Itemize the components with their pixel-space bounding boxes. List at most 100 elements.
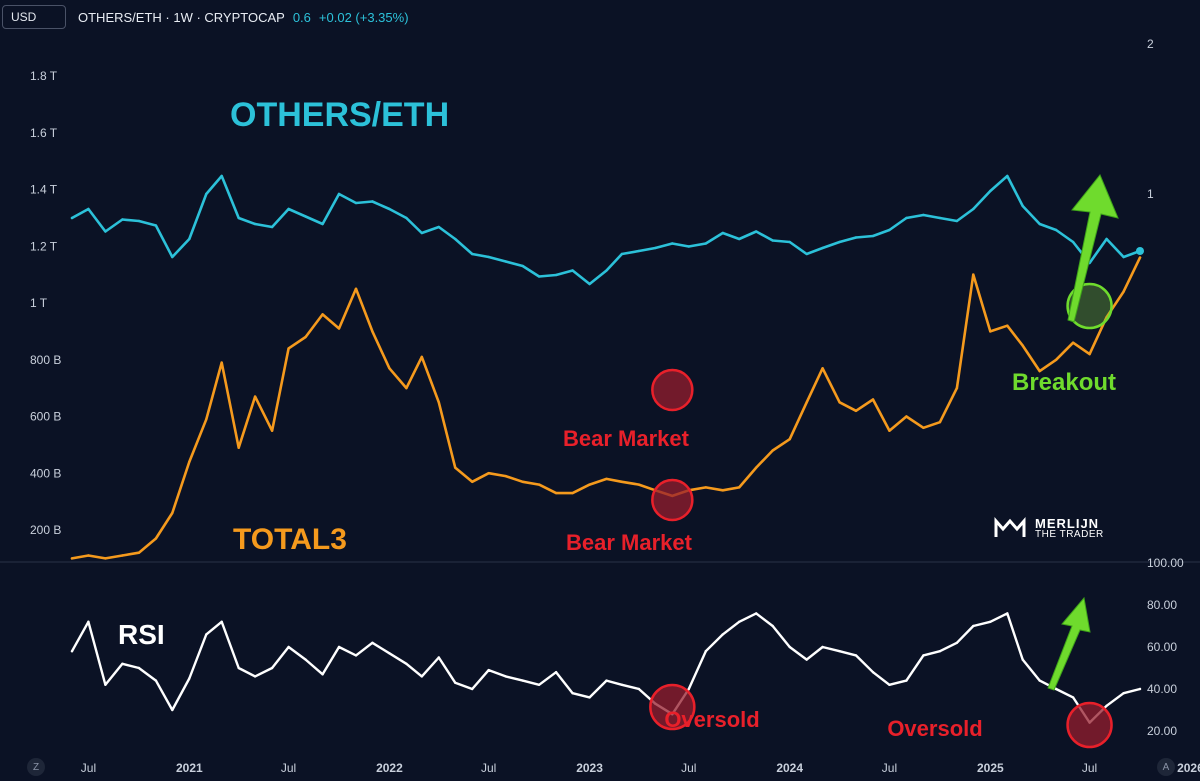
others-eth-line-point bbox=[955, 219, 959, 223]
total3-line-point bbox=[771, 449, 774, 452]
x-axis-tick-label: 2022 bbox=[376, 761, 403, 775]
rsi-line-point bbox=[1021, 658, 1024, 661]
total3-line-point bbox=[1122, 290, 1125, 293]
rsi-axis-tick-label: 80.00 bbox=[1147, 598, 1177, 612]
total3-line-point bbox=[154, 537, 158, 540]
total3-line-point bbox=[237, 446, 240, 449]
rsi-line-point bbox=[70, 650, 74, 653]
zoom-reset-button[interactable]: Z bbox=[27, 758, 45, 776]
others-eth-line-point bbox=[321, 222, 324, 226]
oversold-marker-1 bbox=[649, 683, 696, 731]
left-axis-tick-label: 600 B bbox=[30, 410, 61, 424]
others-eth-line-point bbox=[287, 207, 290, 211]
rsi-line-point bbox=[137, 666, 141, 670]
rsi-line-point bbox=[922, 654, 925, 657]
others-eth-line-point bbox=[671, 242, 674, 245]
others-eth-line-point bbox=[938, 216, 942, 220]
total3-line-point bbox=[253, 395, 257, 398]
currency-button[interactable]: USD bbox=[2, 5, 66, 29]
others-eth-line-point bbox=[171, 255, 174, 259]
total3-line-point bbox=[721, 489, 724, 492]
x-axis-tick-label: Jul bbox=[1082, 761, 1097, 775]
total3-line-point bbox=[337, 327, 341, 330]
rsi-line-point bbox=[521, 679, 524, 682]
rsi-line-point bbox=[1038, 679, 1041, 682]
logo-line-1: MERLIJN bbox=[1035, 516, 1100, 531]
auto-scale-button[interactable]: A bbox=[1157, 758, 1175, 776]
others-eth-line-point bbox=[137, 219, 141, 223]
rsi-axis-tick-label: 20.00 bbox=[1147, 724, 1177, 738]
others-eth-line-point bbox=[854, 236, 858, 239]
logo-icon bbox=[994, 517, 1026, 537]
total3-line-point bbox=[838, 401, 841, 404]
rsi-line-point bbox=[871, 671, 875, 674]
total3-line-point bbox=[972, 273, 975, 276]
total3-line-point bbox=[922, 426, 925, 429]
bear-market-label-bottom: Bear Market bbox=[566, 530, 693, 555]
others-eth-line-point bbox=[989, 189, 992, 193]
bear-market-marker-top bbox=[651, 368, 694, 412]
rsi-line-point bbox=[704, 650, 707, 653]
others-eth-line-point bbox=[704, 242, 707, 245]
rsi-line-point bbox=[121, 662, 124, 665]
left-axis-tick-label: 1.6 T bbox=[30, 126, 58, 140]
total3-line-point bbox=[137, 551, 141, 554]
others-eth-line-point bbox=[104, 230, 107, 233]
total3-line-point bbox=[87, 554, 90, 557]
oversold-label-2: Oversold bbox=[887, 716, 982, 741]
rsi-line-point bbox=[420, 675, 423, 678]
total3-line-point bbox=[871, 398, 875, 401]
rsi-line-point bbox=[972, 624, 975, 628]
total3-line-point bbox=[938, 421, 942, 424]
others-eth-label: OTHERS/ETH bbox=[230, 96, 449, 134]
others-eth-line-point bbox=[220, 174, 223, 178]
others-eth-line-point bbox=[354, 201, 358, 205]
total3-line-point bbox=[854, 409, 858, 412]
left-axis-tick-label: 400 B bbox=[30, 466, 61, 480]
left-axis-tick-label: 800 B bbox=[30, 353, 61, 367]
x-axis-tick-label: 2025 bbox=[977, 761, 1004, 775]
right-axis-tick-label: 1 bbox=[1147, 187, 1154, 201]
total3-line-point bbox=[420, 355, 423, 359]
others-eth-line-point bbox=[687, 245, 690, 248]
others-eth-line-point bbox=[738, 237, 741, 241]
total3-line-point bbox=[905, 415, 908, 418]
total3-line-point bbox=[104, 557, 107, 560]
rsi-line-point bbox=[554, 671, 558, 674]
others-eth-line-point bbox=[437, 225, 440, 229]
total3-line-point bbox=[788, 438, 791, 441]
total3-line-point bbox=[321, 313, 324, 316]
left-axis-tick-label: 1.4 T bbox=[30, 183, 58, 197]
rsi-line-point bbox=[104, 683, 107, 686]
total3-line-point bbox=[171, 511, 174, 515]
chart-header: USD OTHERS/ETH · 1W · CRYPTOCAP 0.6 +0.0… bbox=[0, 4, 409, 30]
rsi-line-point bbox=[687, 687, 690, 691]
others-eth-line-point bbox=[972, 207, 975, 211]
x-axis-tick-label: Jul bbox=[882, 761, 897, 775]
others-eth-line-point bbox=[337, 192, 341, 196]
rsi-line-point bbox=[487, 668, 490, 672]
total3-line-point bbox=[437, 401, 440, 404]
merlijn-logo: MERLIJN THE TRADER bbox=[993, 517, 1104, 541]
rsi-line-point bbox=[321, 673, 324, 676]
rsi-line-point bbox=[989, 620, 992, 623]
x-axis-tick-label: Jul bbox=[681, 761, 696, 775]
rsi-line-point bbox=[154, 679, 158, 682]
total3-line-point bbox=[1071, 341, 1075, 344]
total3-line-point bbox=[487, 472, 490, 475]
others-eth-line-point bbox=[521, 264, 524, 268]
others-eth-line-point bbox=[588, 282, 591, 286]
total3-line-point bbox=[1038, 369, 1041, 373]
rsi-line bbox=[70, 612, 1142, 724]
others-eth-line-point bbox=[620, 252, 624, 256]
others-eth-line-point bbox=[922, 213, 925, 217]
others-eth-line-point bbox=[637, 249, 641, 253]
rsi-line-point bbox=[304, 658, 307, 661]
total3-line-point bbox=[121, 554, 124, 557]
others-eth-line-point bbox=[1006, 174, 1009, 178]
oversold-marker-2 bbox=[1066, 701, 1113, 749]
left-axis-tick-label: 1.2 T bbox=[30, 239, 58, 253]
others-eth-line-point bbox=[788, 240, 791, 244]
others-eth-line-point bbox=[253, 222, 257, 226]
